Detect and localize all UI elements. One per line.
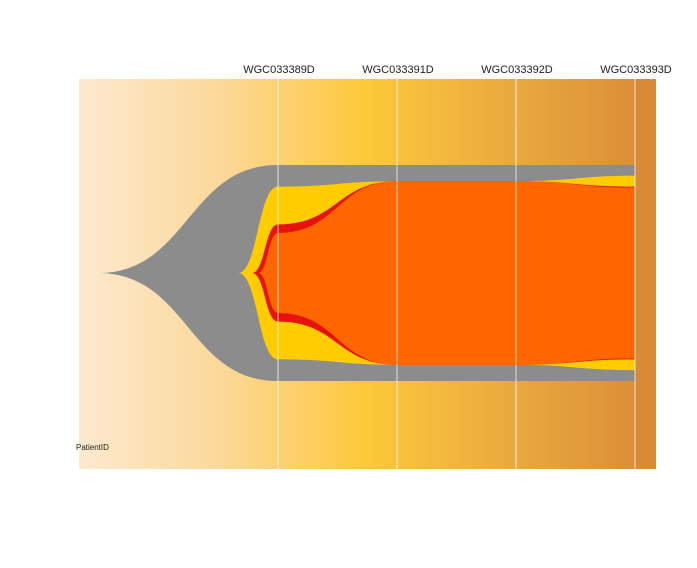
- clone-layer: [98, 165, 635, 381]
- timepoint-label: WGC033391D: [362, 64, 434, 76]
- clone-4-area: [258, 181, 635, 365]
- timepoint-label: WGC033392D: [481, 64, 553, 76]
- timepoint-labels: WGC033389D WGC033391D WGC033392D WGC033393D: [243, 64, 672, 76]
- plot-right-edge: [635, 79, 656, 469]
- timepoint-label: WGC033389D: [243, 64, 315, 76]
- corner-label: PatientID: [76, 443, 109, 452]
- timepoint-label: WGC033393D: [600, 64, 672, 76]
- timepoint-grid: [277, 79, 636, 469]
